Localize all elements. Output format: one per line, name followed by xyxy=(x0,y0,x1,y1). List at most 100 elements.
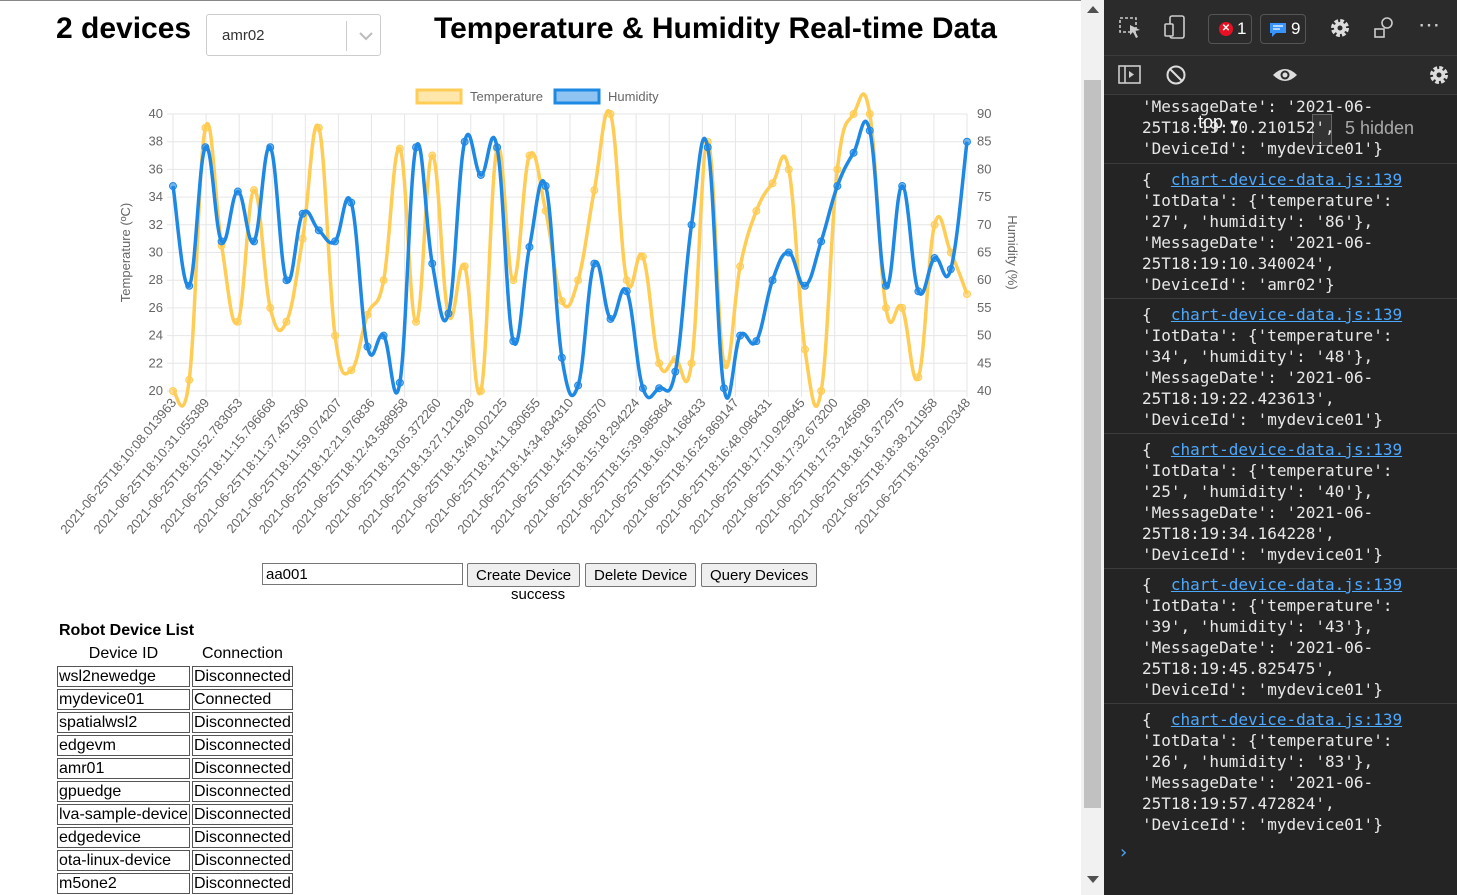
connection-cell: Connected xyxy=(191,689,293,710)
device-count-title: 2 devices xyxy=(56,12,192,45)
connection-cell: Disconnected xyxy=(191,827,293,848)
temperature-point xyxy=(638,252,647,261)
device-id-input[interactable] xyxy=(262,563,463,585)
status-text: success xyxy=(511,586,566,603)
console-message-line: 'IotData': {'temperature': xyxy=(1142,461,1393,480)
humidity-point xyxy=(476,170,485,179)
legend-label-temperature: Temperature xyxy=(470,89,543,104)
source-link[interactable]: chart-device-data.js:139 xyxy=(1170,440,1403,459)
source-link[interactable]: chart-device-data.js:139 xyxy=(1170,305,1403,324)
temperature-humidity-chart: 20 22 24 26 28 30 32 34 36 38 40 40 45 50 55 60 65 70 75 80… xyxy=(57,88,1020,537)
error-count-badge[interactable]: ✕ 1 xyxy=(1208,14,1252,44)
y-right-tick-label: 45 xyxy=(977,355,991,370)
table-row: spatialwsl2 Disconnected xyxy=(57,712,293,733)
humidity-point xyxy=(233,187,242,196)
source-link[interactable]: chart-device-data.js:139 xyxy=(1170,575,1403,594)
device-id-cell: spatialwsl2 xyxy=(57,712,190,733)
legend-swatch-humidity xyxy=(553,88,601,105)
humidity-point xyxy=(622,287,631,296)
temperature-point xyxy=(169,387,177,395)
y-right-axis-title: Humidity (%) xyxy=(1005,215,1020,289)
humidity-point xyxy=(509,337,518,346)
series-line-humidity xyxy=(171,119,969,400)
object-brace: { xyxy=(1142,305,1171,324)
y-left-tick-label: 26 xyxy=(149,300,163,315)
console-message-line: 'IotData': {'temperature': xyxy=(1142,596,1393,615)
source-link[interactable]: chart-device-data.js:139 xyxy=(1170,170,1403,189)
humidity-point xyxy=(217,237,226,246)
y-left-axis-title: Temperature (ºC) xyxy=(118,203,133,302)
temperature-point xyxy=(525,151,534,160)
y-left-tick-label: 38 xyxy=(149,134,163,149)
device-select[interactable]: amr02 xyxy=(206,14,381,56)
humidity-point xyxy=(574,381,583,390)
column-header-device-id: Device ID xyxy=(88,645,159,662)
create-device-button[interactable]: Create Device xyxy=(467,563,581,587)
query-devices-button[interactable]: Query Devices xyxy=(701,563,818,587)
clear-console-icon[interactable] xyxy=(1164,63,1188,87)
console-message-line: 25T18:19:34.164228', xyxy=(1142,524,1335,543)
table-row: edgevm Disconnected xyxy=(57,735,293,756)
console-message: { chart-device-data.js:139 'IotData': {'t… xyxy=(1104,433,1457,568)
humidity-point xyxy=(185,281,194,290)
console-prompt[interactable]: › xyxy=(1118,842,1129,863)
console-message-line: 'MessageDate': '2021-06- xyxy=(1142,773,1374,792)
source-link[interactable]: chart-device-data.js:139 xyxy=(1170,710,1403,729)
message-count-badge[interactable]: 9 xyxy=(1260,14,1306,44)
temperature-point xyxy=(833,165,842,174)
hidden-messages-count[interactable]: 5 hidden xyxy=(1345,118,1415,138)
humidity-point xyxy=(428,259,437,268)
temperature-point xyxy=(379,276,388,285)
console-message: { chart-device-data.js:139 'IotData': {'t… xyxy=(1104,163,1457,298)
temperature-point xyxy=(250,186,259,195)
device-id-cell: ota-linux-device xyxy=(57,850,190,871)
humidity-point xyxy=(298,209,307,218)
temperature-point xyxy=(574,276,583,285)
humidity-point xyxy=(606,314,615,323)
page-scrollbar[interactable] xyxy=(1081,0,1104,895)
y-right-tick-label: 50 xyxy=(977,328,991,343)
top-border xyxy=(0,0,1081,1)
more-options-icon[interactable]: ⋯ xyxy=(1418,12,1442,37)
temperature-point xyxy=(768,179,777,188)
device-emulation-icon[interactable] xyxy=(1162,14,1188,40)
connection-cell: Disconnected xyxy=(191,850,293,871)
delete-device-button[interactable]: Delete Device xyxy=(585,563,697,587)
humidity-point xyxy=(525,242,534,251)
object-brace: { xyxy=(1142,440,1171,459)
toggle-sidebar-icon[interactable] xyxy=(1118,64,1142,86)
inspect-element-icon[interactable] xyxy=(1118,16,1144,40)
scroll-down-arrow-icon[interactable] xyxy=(1087,876,1099,883)
connected-devices-icon[interactable] xyxy=(1372,16,1398,40)
scrollbar-thumb[interactable] xyxy=(1084,80,1101,808)
table-row: wsl2newedge Disconnected xyxy=(57,666,293,687)
chevron-down-icon[interactable] xyxy=(357,25,375,45)
console-message-line: 'MessageDate': '2021-06- xyxy=(1142,233,1374,252)
console-message-line: '39', 'humidity': '43'}, xyxy=(1142,617,1374,636)
console-message-line: 'IotData': {'temperature': xyxy=(1142,326,1393,345)
temperature-point xyxy=(687,359,696,368)
humidity-point xyxy=(963,137,971,146)
console-message-line: 25T18:19:45.825475', xyxy=(1142,659,1335,678)
settings-gear-icon[interactable] xyxy=(1328,16,1352,40)
humidity-point xyxy=(590,259,599,268)
context-selector[interactable]: top ▼ xyxy=(1198,112,1241,133)
console-message-line: 25T18:19:22.423613', xyxy=(1142,389,1335,408)
temperature-point xyxy=(460,262,469,271)
device-table: Device ID Connection wsl2newedge Disconne… xyxy=(55,642,295,895)
humidity-point xyxy=(817,237,826,246)
console-message-line: 25T18:19:57.472824', xyxy=(1142,794,1335,813)
filter-input[interactable] xyxy=(1312,114,1332,146)
temperature-point xyxy=(752,206,761,215)
console-message-line: 'DeviceId': 'mydevice01'} xyxy=(1142,410,1383,429)
humidity-point xyxy=(849,148,858,157)
console-message: { chart-device-data.js:139 'IotData': {'t… xyxy=(1104,298,1457,433)
humidity-point xyxy=(541,182,550,191)
scroll-up-arrow-icon[interactable] xyxy=(1087,6,1099,13)
y-right-tick-label: 75 xyxy=(977,189,991,204)
live-expression-eye-icon[interactable] xyxy=(1272,64,1298,86)
console-settings-gear-icon[interactable] xyxy=(1427,63,1451,87)
console-message: { chart-device-data.js:139 'IotData': {'t… xyxy=(1104,568,1457,703)
connection-cell: Disconnected xyxy=(191,781,293,802)
y-left-tick-label: 32 xyxy=(149,217,163,232)
